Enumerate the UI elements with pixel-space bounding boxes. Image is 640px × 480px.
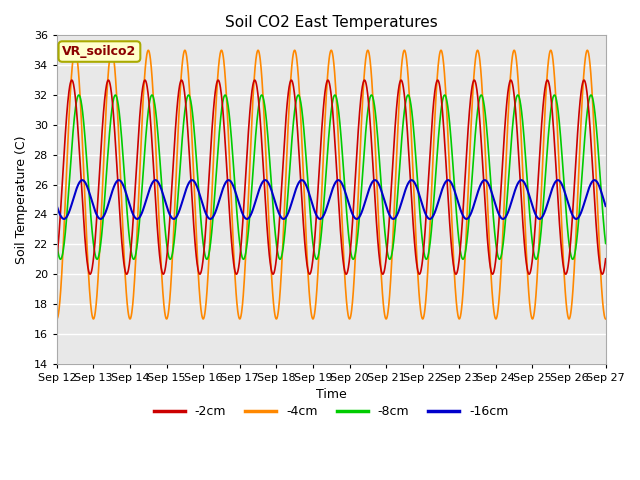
Legend: -2cm, -4cm, -8cm, -16cm: -2cm, -4cm, -8cm, -16cm [148, 400, 514, 423]
Y-axis label: Soil Temperature (C): Soil Temperature (C) [15, 135, 28, 264]
X-axis label: Time: Time [316, 388, 347, 401]
Title: Soil CO2 East Temperatures: Soil CO2 East Temperatures [225, 15, 438, 30]
Text: VR_soilco2: VR_soilco2 [62, 45, 136, 58]
